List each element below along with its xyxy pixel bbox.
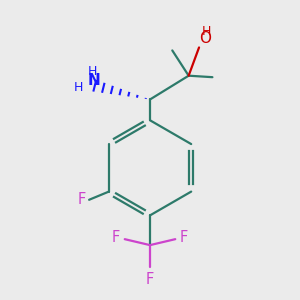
Text: F: F	[78, 192, 86, 207]
Text: F: F	[146, 272, 154, 287]
Text: F: F	[180, 230, 188, 245]
Text: F: F	[112, 230, 120, 245]
Text: N: N	[87, 73, 100, 88]
Text: O: O	[199, 31, 211, 46]
Text: H: H	[202, 25, 211, 38]
Text: H: H	[74, 81, 83, 94]
Text: H: H	[87, 65, 97, 78]
